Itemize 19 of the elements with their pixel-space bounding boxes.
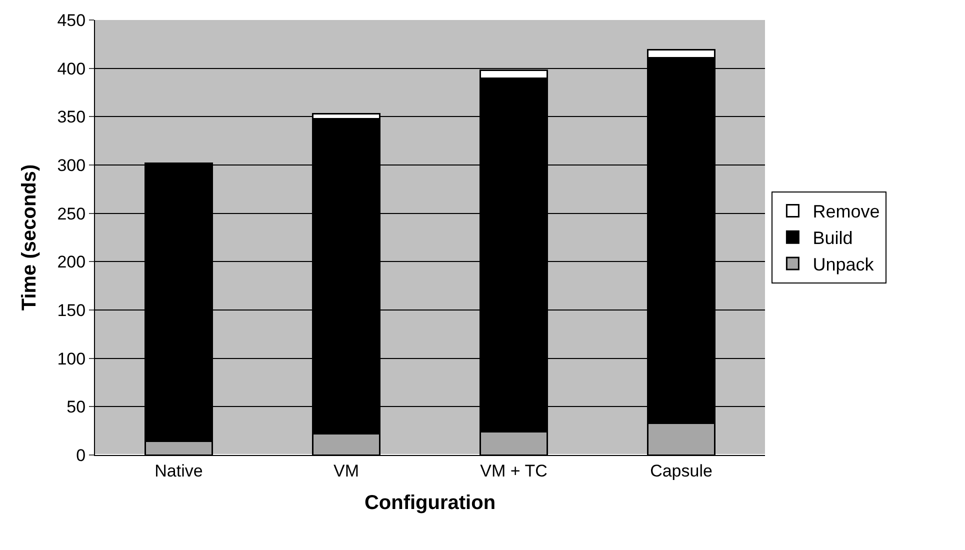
- y-tick-label: 300: [57, 156, 86, 175]
- x-tick-label: Native: [154, 461, 203, 480]
- y-tick-label: 0: [76, 446, 86, 465]
- y-tick-label: 350: [57, 108, 86, 127]
- y-tick-label: 450: [57, 10, 86, 30]
- y-tick-label: 200: [57, 252, 86, 272]
- y-tick-label: 400: [57, 59, 86, 78]
- y-axis-title: Time (seconds): [18, 164, 41, 311]
- x-tick-label: VM: [334, 461, 359, 480]
- x-tick-label: VM + TC: [480, 461, 548, 480]
- y-tick-label: 50: [66, 398, 86, 417]
- y-tick-label: 100: [57, 349, 86, 368]
- y-tick-label: 150: [57, 300, 86, 320]
- legend-label: Build: [812, 228, 853, 248]
- legend-label: Remove: [812, 202, 880, 222]
- y-tick-label: 250: [57, 204, 86, 224]
- x-axis-title: Configuration: [364, 492, 496, 514]
- legend-label: Unpack: [812, 254, 875, 275]
- x-tick-label: Capsule: [650, 461, 712, 480]
